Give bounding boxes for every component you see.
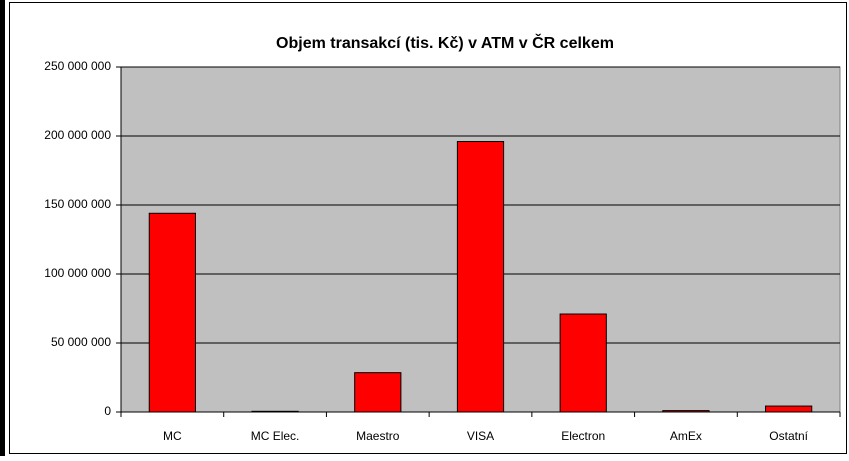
x-tick-label: MC Elec. xyxy=(251,429,300,443)
x-tick-label: MC xyxy=(163,429,182,443)
bar xyxy=(148,212,196,413)
x-tick-label: Ostatní xyxy=(769,429,808,443)
x-tick-label: VISA xyxy=(467,429,494,443)
y-tick-label: 100 000 000 xyxy=(44,266,111,280)
window-edge xyxy=(0,0,5,456)
y-tick-label: 0 xyxy=(104,404,111,418)
bar xyxy=(765,405,813,413)
bar xyxy=(456,141,505,413)
bar xyxy=(354,372,402,413)
y-tick-label: 150 000 000 xyxy=(44,197,111,211)
bar xyxy=(559,313,607,413)
x-tick-label: Maestro xyxy=(356,429,400,443)
chart-title: Objem transakcí (tis. Kč) v ATM v ČR cel… xyxy=(276,33,614,52)
y-tick-label: 200 000 000 xyxy=(44,128,111,142)
x-tick-label: AmEx xyxy=(670,429,702,443)
y-tick-label: 50 000 000 xyxy=(51,335,111,349)
y-tick-label: 250 000 000 xyxy=(44,59,111,73)
x-tick-label: Electron xyxy=(561,429,605,443)
